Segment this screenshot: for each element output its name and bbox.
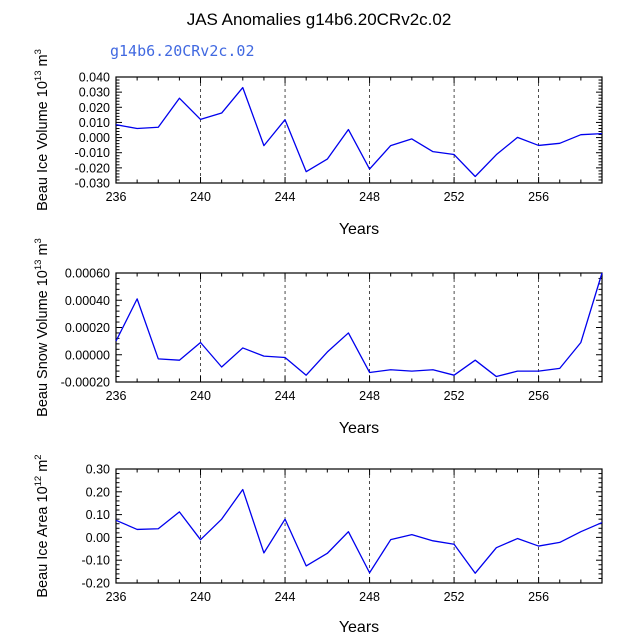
y-axis-label-unit: m xyxy=(35,460,51,476)
panel-1: 236 240 244 248 252 256 -0.030 -0.020-0.0100.00… xyxy=(33,49,603,238)
plot-frame xyxy=(115,76,603,184)
series-line xyxy=(115,272,603,378)
panel-2: 236 240 244 248 252 256 -0.00020 0.00000 0.00020… xyxy=(33,238,603,437)
plot-frame xyxy=(115,272,603,383)
y-tick-label-0: -0.030 xyxy=(75,177,110,191)
x-tick-label-252: 252 xyxy=(444,590,465,604)
y-tick-label-2: 0.00020 xyxy=(65,321,110,335)
x-tick-label-244: 244 xyxy=(275,190,296,204)
y-tick-label-4: 0.20 xyxy=(86,485,110,499)
y-tick-label-4: 0.00060 xyxy=(65,267,110,281)
panels: 236 240 244 248 252 256-0.030-0.020-0.0100.00… xyxy=(33,49,603,636)
y-tick-label-3: 0.10 xyxy=(86,508,110,522)
x-tick-label-240: 240 xyxy=(190,590,211,604)
y-tick-label-4: 0.010 xyxy=(79,116,110,130)
x-tick-label-248: 248 xyxy=(359,190,380,204)
x-tick-label-236: 236 xyxy=(106,190,127,204)
x-tick-label-248: 248 xyxy=(359,389,380,403)
x-tick-label-252: 252 xyxy=(444,190,465,204)
x-tick-label-256: 256 xyxy=(528,389,549,403)
x-axis-label: Years xyxy=(339,221,379,238)
y-axis-label: Beau Snow Volume 1013 m3 xyxy=(33,238,51,417)
y-tick-label-1: -0.10 xyxy=(82,554,111,568)
y-tick-label-5: 0.020 xyxy=(79,101,110,115)
panel-3: 236 240 244 248 252 256 -0.20 -0.10 0.00 0.10 0.20… xyxy=(33,454,603,636)
y-tick-label-1: 0.00000 xyxy=(65,348,110,362)
y-axis-label-main: Beau Ice Volume 10 xyxy=(35,81,51,211)
y-axis-label-unit: m xyxy=(35,54,51,70)
x-tick-label-240: 240 xyxy=(190,190,211,204)
y-tick-label-2: 0.00 xyxy=(86,531,110,545)
x-tick-label-236: 236 xyxy=(106,590,127,604)
y-axis-label-unit: m xyxy=(35,243,51,259)
x-tick-label-244: 244 xyxy=(275,590,296,604)
y-tick-label-6: 0.030 xyxy=(79,86,110,100)
y-axis-label-exponent: 13 xyxy=(33,260,44,271)
y-tick-label-7: 0.040 xyxy=(79,71,110,85)
figure-subtitle: g14b6.20CRv2c.02 xyxy=(110,42,255,60)
x-tick-label-248: 248 xyxy=(359,590,380,604)
series-line xyxy=(115,86,603,178)
plot-frame xyxy=(115,468,603,584)
y-tick-label-1: -0.020 xyxy=(75,161,110,175)
y-axis-label-unit-exponent: 2 xyxy=(33,454,44,459)
x-tick-label-256: 256 xyxy=(528,590,549,604)
x-axis-label: Years xyxy=(339,420,379,437)
figure-title: JAS Anomalies g14b6.20CRv2c.02 xyxy=(187,10,452,29)
x-tick-label-236: 236 xyxy=(106,389,127,403)
y-tick-label-5: 0.30 xyxy=(86,463,110,477)
y-tick-label-0: -0.00020 xyxy=(61,376,110,390)
x-tick-label-240: 240 xyxy=(190,389,211,403)
y-axis-label: Beau Ice Area 1012 m2 xyxy=(33,454,51,597)
y-axis-label: Beau Ice Volume 1013 m3 xyxy=(33,49,51,211)
y-axis-label-exponent: 13 xyxy=(33,71,44,82)
y-tick-label-0: -0.20 xyxy=(82,577,111,591)
y-tick-label-2: -0.010 xyxy=(75,146,110,160)
x-axis-label: Years xyxy=(339,619,379,636)
y-axis-label-main: Beau Snow Volume 10 xyxy=(35,270,51,417)
y-axis-label-unit-exponent: 3 xyxy=(33,49,44,54)
x-tick-label-244: 244 xyxy=(275,389,296,403)
y-tick-label-3: 0.00040 xyxy=(65,294,110,308)
x-tick-label-252: 252 xyxy=(444,389,465,403)
y-axis-label-exponent: 12 xyxy=(33,476,44,487)
y-axis-label-main: Beau Ice Area 10 xyxy=(35,486,51,597)
y-tick-label-3: 0.000 xyxy=(79,131,110,145)
x-tick-label-256: 256 xyxy=(528,190,549,204)
y-axis-label-unit-exponent: 3 xyxy=(33,238,44,243)
series-line xyxy=(115,488,603,574)
